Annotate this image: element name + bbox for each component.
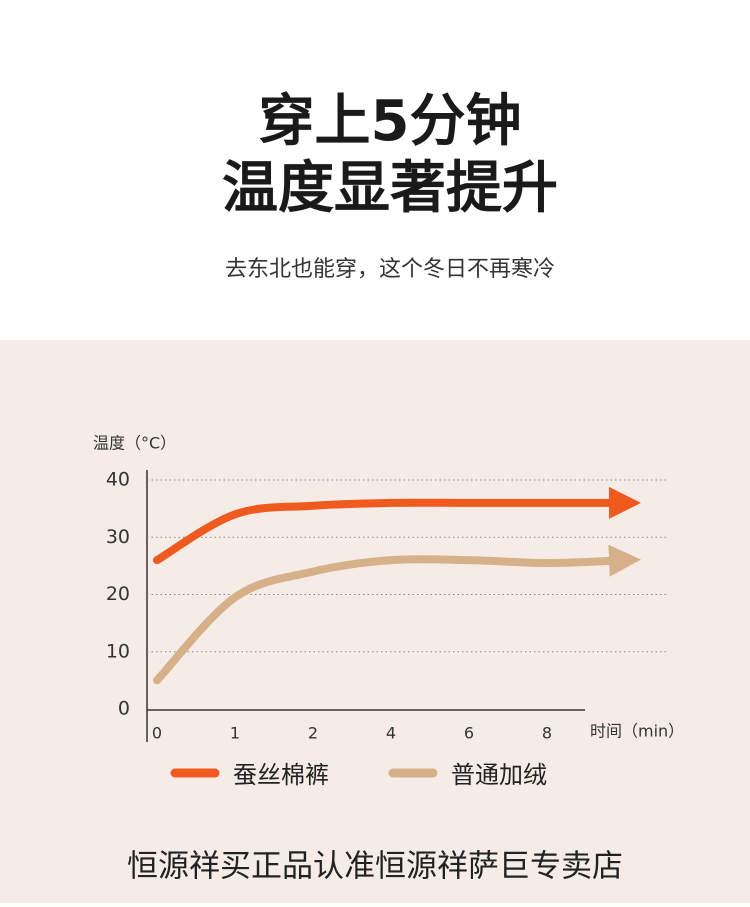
x-tick-label: 4: [386, 724, 396, 743]
x-tick-label: 0: [152, 724, 162, 743]
y-tick-label: 40: [106, 469, 130, 491]
y-tick-label: 20: [106, 583, 130, 605]
x-tick-label: 6: [464, 724, 474, 743]
legend-label: 普通加绒: [451, 761, 547, 789]
series-line: [153, 486, 641, 565]
footer: 恒源祥买正品认准恒源祥萨巨专卖店: [127, 849, 623, 885]
title: 温度显著提升: [222, 156, 558, 221]
series-line: [153, 544, 641, 685]
y-tick-label: 0: [118, 698, 130, 720]
legend-label: 蚕丝棉裤: [233, 761, 329, 789]
y-tick-label: 30: [106, 526, 130, 548]
subtitle: 去东北也能穿，这个冬日不再寒冷: [225, 257, 555, 282]
y-tick-label: 10: [106, 640, 130, 662]
chart-background: [0, 340, 750, 903]
title: 穿上5分钟: [259, 89, 522, 154]
y-axis-title: 温度（°C）: [93, 434, 176, 453]
x-tick-label: 2: [308, 724, 318, 743]
x-axis-title: 时间（min）: [590, 722, 684, 741]
x-tick-label: 1: [230, 724, 240, 743]
x-tick-label: 8: [542, 724, 552, 743]
